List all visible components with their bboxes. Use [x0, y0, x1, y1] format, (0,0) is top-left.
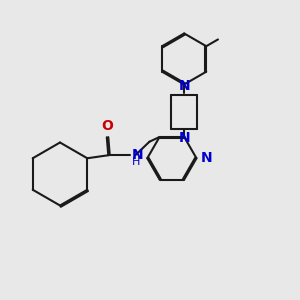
Text: N: N: [178, 131, 190, 145]
Text: N: N: [178, 80, 190, 93]
Text: O: O: [101, 119, 113, 133]
Text: H: H: [131, 157, 140, 167]
Text: N: N: [131, 148, 143, 162]
Text: N: N: [201, 151, 212, 165]
